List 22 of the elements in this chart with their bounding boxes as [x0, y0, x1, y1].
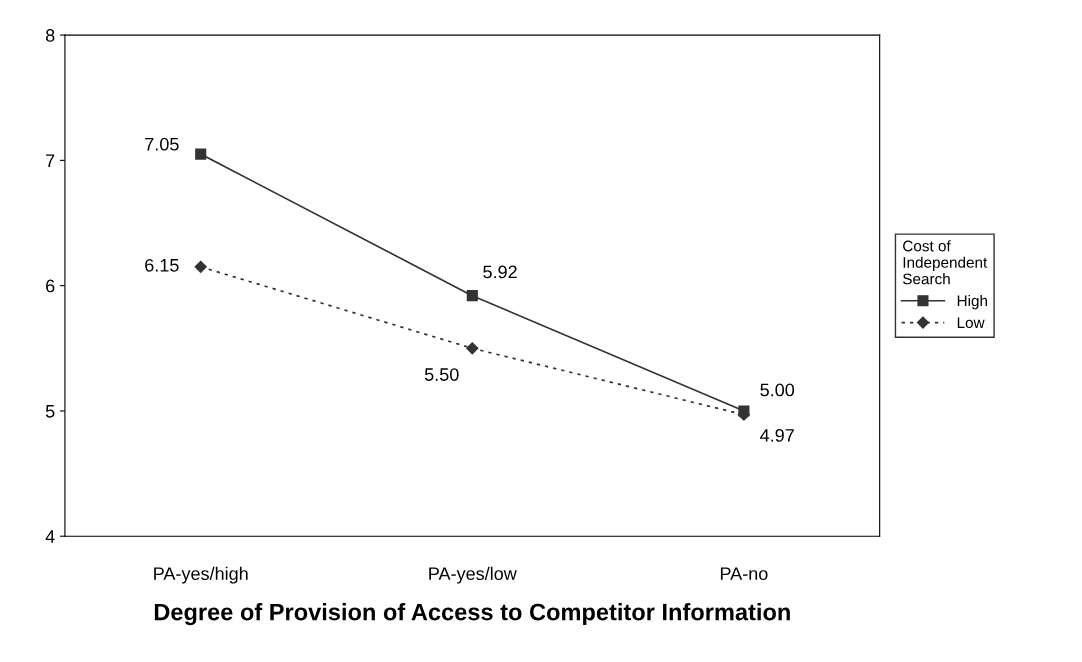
y-tick-label: 8: [45, 29, 55, 42]
point: [194, 260, 207, 273]
data-label: 5.00: [760, 383, 795, 397]
x-axis-title: Degree of Provision of Access to Competitor Information: [154, 603, 790, 626]
point: [195, 148, 207, 160]
legend-label: Low: [957, 317, 985, 329]
y-tick-label: 5: [45, 405, 55, 418]
y-tick-label: 6: [46, 279, 55, 293]
x-tick-label: PA-yes/low: [429, 566, 517, 584]
data-label: 5.50: [424, 368, 459, 381]
data-label: 6.15: [145, 258, 179, 272]
data-label: 5.92: [483, 265, 517, 279]
y-tick-label: 7: [46, 154, 55, 167]
data-label: 7.05: [145, 137, 179, 151]
x-tick-label: PA-no: [720, 567, 768, 581]
legend-title: Cost of Independent Search: [902, 240, 988, 285]
point: [466, 290, 478, 302]
x-tick-label: PA-yes/high: [154, 566, 248, 584]
point: [466, 342, 479, 355]
legend-label: High: [957, 294, 987, 310]
data-label: 4.97: [760, 428, 794, 442]
y-tick-label: 4: [45, 530, 55, 543]
